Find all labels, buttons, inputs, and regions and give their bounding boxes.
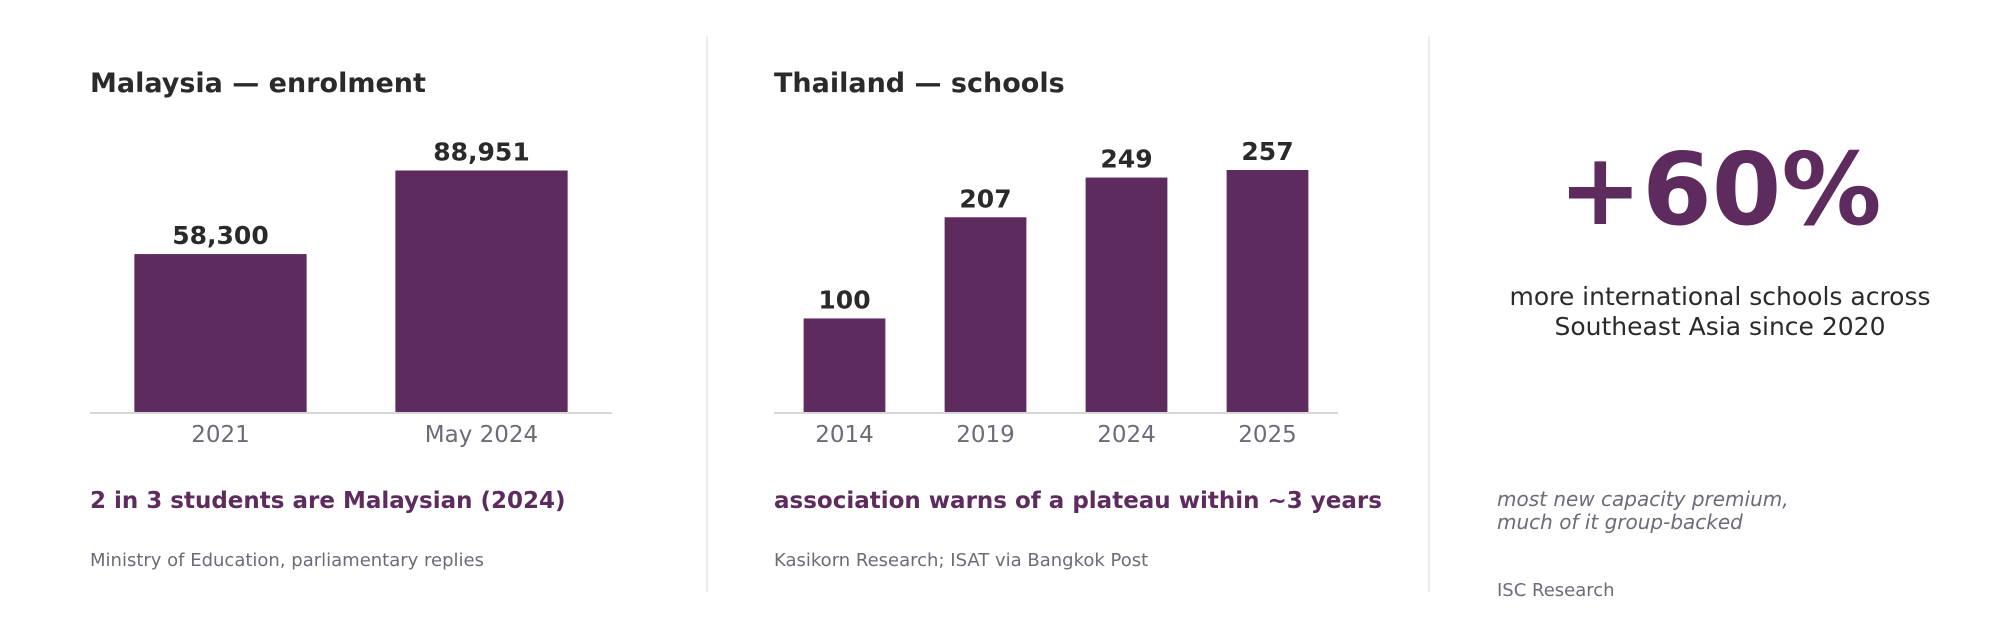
panel-divider	[706, 36, 708, 592]
stat-note: most new capacity premium, much of it gr…	[1497, 488, 1937, 534]
thailand-source: Kasikorn Research; ISAT via Bangkok Post	[774, 550, 1149, 571]
thailand-takeaway: association warns of a plateau within ~3…	[774, 488, 1382, 514]
x-tick-label: 2024	[1097, 422, 1156, 448]
bar	[944, 217, 1027, 413]
stat-note-line: most new capacity premium,	[1497, 487, 1789, 511]
bar	[395, 170, 568, 413]
bar	[134, 254, 307, 413]
stat-caption: more international schools across Southe…	[1430, 282, 2000, 342]
malaysia-takeaway: 2 in 3 students are Malaysian (2024)	[90, 488, 566, 514]
bar-value-label: 58,300	[172, 221, 268, 250]
malaysia-chart-title: Malaysia — enrolment	[90, 68, 426, 99]
bar-value-label: 249	[1100, 145, 1152, 174]
x-tick-label: 2019	[956, 422, 1015, 448]
thailand-chart-title: Thailand — schools	[774, 68, 1065, 99]
stat-note-line: much of it group-backed	[1497, 510, 1743, 534]
bar-value-label: 207	[959, 184, 1011, 213]
bar	[1226, 170, 1309, 413]
bar-value-label: 88,951	[433, 138, 529, 167]
bar	[1085, 177, 1168, 413]
stat-panel: +60% more international schools across S…	[1430, 0, 2000, 624]
x-tick-label: 2021	[191, 422, 250, 448]
big-stat-value: +60%	[1558, 131, 1882, 248]
panel-divider	[1428, 36, 1430, 592]
x-tick-label: 2014	[815, 422, 874, 448]
x-tick-label: 2025	[1238, 422, 1297, 448]
stat-source: ISC Research	[1497, 580, 1615, 601]
bar-value-label: 100	[818, 285, 870, 314]
malaysia-enrolment-chart: 58,300 2021 88,951 May 2024	[90, 138, 612, 448]
malaysia-source: Ministry of Education, parliamentary rep…	[90, 550, 485, 571]
x-tick-label: May 2024	[425, 422, 538, 448]
thailand-panel: Thailand — schools 100 2014 207 2019 249 2024…	[706, 0, 1430, 624]
malaysia-panel: Malaysia — enrolment 58,300 2021 88,951 May…	[0, 0, 706, 624]
bar	[803, 318, 886, 413]
stat-caption-line: more international schools across	[1509, 282, 1931, 311]
stat-caption-line: Southeast Asia since 2020	[1554, 312, 1886, 341]
bar-value-label: 257	[1241, 137, 1293, 166]
thailand-schools-chart: 100 2014 207 2019 249 2024 257 2025	[774, 137, 1338, 448]
